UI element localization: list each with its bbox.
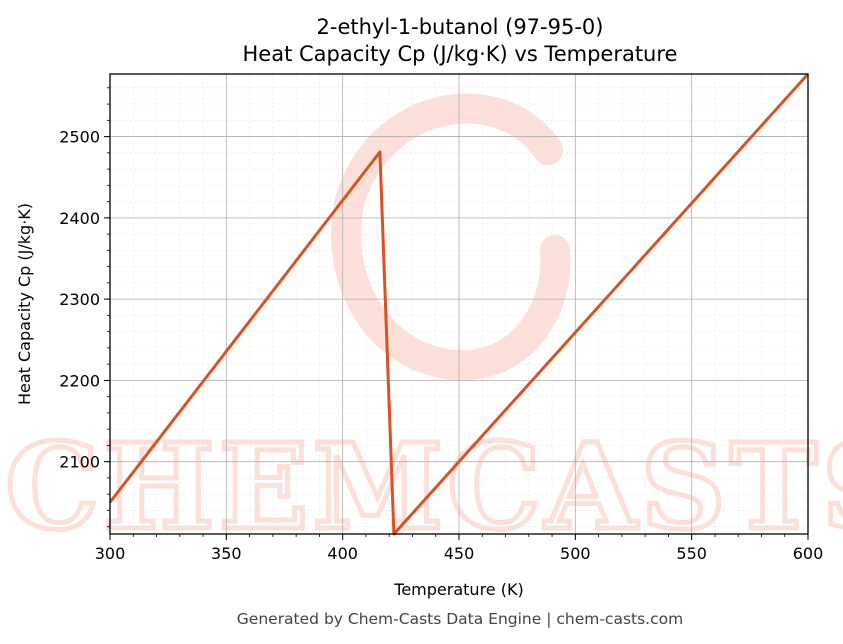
axis-ticks: [104, 87, 809, 540]
x-tick-label: 400: [327, 544, 358, 563]
x-tick-label: 500: [560, 544, 591, 563]
x-tick-label: 550: [676, 544, 707, 563]
y-tick-label: 2500: [59, 128, 100, 147]
y-tick-label: 2200: [59, 371, 100, 390]
series-layer: [108, 72, 810, 536]
tick-labels: 300 350 400 450 500 550 600 2100 2200 2300 2400 250…: [59, 128, 823, 563]
chart-title-line-1: 2-ethyl-1-butanol (97-95-0): [317, 15, 604, 39]
footer-credit: Generated by Chem-Casts Data Engine | ch…: [237, 610, 683, 628]
y-axis-label: Heat Capacity Cp (J/kg·K): [15, 203, 34, 405]
y-tick-label: 2300: [59, 290, 100, 309]
x-tick-label: 600: [793, 544, 824, 563]
y-tick-label: 2100: [59, 453, 100, 472]
grid: [109, 74, 809, 534]
series-line: [108, 72, 810, 536]
chart-title-line-2: Heat Capacity Cp (J/kg·K) vs Temperature: [243, 42, 678, 66]
y-tick-label: 2400: [59, 209, 100, 228]
x-tick-label: 450: [444, 544, 475, 563]
x-tick-label: 300: [95, 544, 126, 563]
x-tick-label: 350: [211, 544, 242, 563]
x-axis-label: Temperature (K): [393, 580, 523, 599]
watermark-text: CHEMCASTS: [5, 417, 843, 556]
